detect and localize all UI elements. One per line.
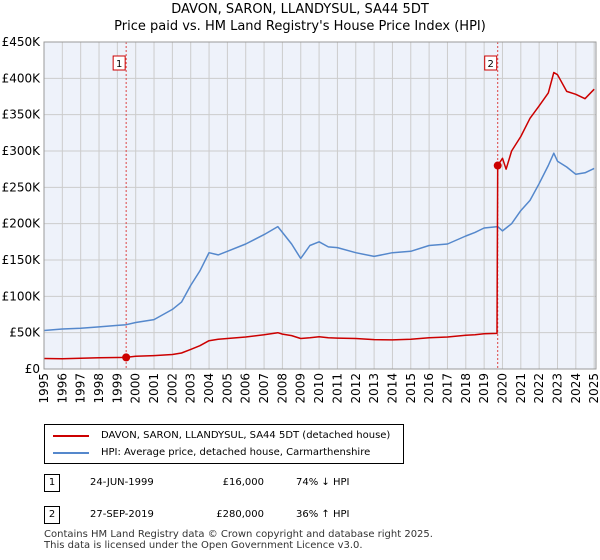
x-tick-label: 2013	[367, 373, 381, 404]
x-tick-label: 2001	[147, 373, 161, 404]
legend-swatch-price	[53, 435, 89, 437]
legend: DAVON, SARON, LLANDYSUL, SA44 5DT (detac…	[44, 424, 404, 464]
y-tick-label: £200K	[2, 217, 42, 231]
x-tick-label: 2007	[257, 373, 271, 404]
x-tick-label: 2003	[184, 373, 198, 404]
chart-title: DAVON, SARON, LLANDYSUL, SA44 5DT	[171, 2, 429, 17]
legend-label-price: DAVON, SARON, LLANDYSUL, SA44 5DT (detac…	[101, 430, 391, 441]
x-tick-label: 2010	[312, 373, 326, 404]
y-tick-label: £400K	[2, 71, 42, 85]
x-tick-label: 2024	[569, 373, 583, 404]
x-tick-label: 2025	[587, 373, 600, 404]
x-tick-label: 1999	[110, 373, 124, 404]
transaction-price-2: £280,000	[216, 509, 264, 520]
y-tick-label: £350K	[2, 108, 42, 122]
plot-area	[44, 42, 596, 369]
transaction-marker-1: 1	[44, 474, 60, 492]
y-tick-label: £150K	[2, 253, 42, 267]
x-tick-label: 2006	[239, 373, 253, 404]
price-series-line	[43, 71, 595, 360]
x-tick-label: 2005	[220, 373, 234, 404]
sale-label-box-2	[484, 55, 498, 71]
x-tick-label: 2000	[129, 373, 143, 404]
x-tick-label: 2015	[404, 373, 418, 404]
transaction-date-2: 27-SEP-2019	[90, 509, 154, 520]
x-tick-label: 1998	[92, 373, 106, 404]
y-tick-label: £0	[25, 362, 40, 376]
chart-subtitle: Price paid vs. HM Land Registry's House …	[114, 19, 486, 34]
x-tick-label: 2004	[202, 373, 216, 404]
x-tick-label: 2016	[422, 373, 436, 404]
x-tick-label: 2009	[294, 373, 308, 404]
y-tick-label: £300K	[2, 144, 42, 158]
sale-label-1: 1	[116, 59, 122, 70]
x-tick-label: 1996	[55, 373, 69, 404]
x-tick-label: 2020	[495, 373, 509, 404]
x-tick-label: 2022	[532, 373, 546, 404]
x-tick-label: 1997	[74, 373, 88, 404]
sale-label-box-1	[112, 55, 126, 71]
transaction-date-1: 24-JUN-1999	[90, 477, 154, 488]
legend-swatch-hpi	[53, 452, 89, 454]
x-tick-label: 2011	[330, 373, 344, 404]
sale-point-2	[493, 161, 502, 170]
x-tick-label: 2019	[477, 373, 491, 404]
x-tick-label: 2008	[275, 373, 289, 404]
transaction-marker-2: 2	[44, 506, 60, 524]
transaction-hpi-1: 74% ↓ HPI	[296, 477, 350, 488]
x-tick-label: 2002	[165, 373, 179, 404]
x-tick-label: 2021	[514, 373, 528, 404]
x-tick-label: 2012	[349, 373, 363, 404]
x-tick-label: 1995	[37, 373, 51, 404]
sale-label-2: 2	[488, 59, 494, 70]
x-tick-label: 2023	[550, 373, 564, 404]
y-tick-label: £50K	[9, 326, 41, 340]
x-tick-label: 2018	[459, 373, 473, 404]
x-tick-label: 2014	[385, 373, 399, 404]
legend-label-hpi: HPI: Average price, detached house, Carm…	[101, 447, 371, 458]
y-tick-label: £250K	[2, 180, 42, 194]
plot-border	[43, 41, 597, 370]
hpi-series-line	[43, 152, 595, 332]
y-tick-label: £450K	[2, 35, 42, 49]
y-tick-label: £100K	[2, 289, 42, 303]
transaction-hpi-2: 36% ↑ HPI	[296, 509, 350, 520]
footer-attribution: Contains HM Land Registry data © Crown c…	[44, 529, 433, 551]
x-tick-label: 2017	[440, 373, 454, 404]
transaction-price-1: £16,000	[222, 477, 264, 488]
sale-point-1	[122, 353, 131, 362]
price-chart: £0 £50K £100K £150K £200K £250K £300K £350K £400…	[2, 35, 600, 404]
